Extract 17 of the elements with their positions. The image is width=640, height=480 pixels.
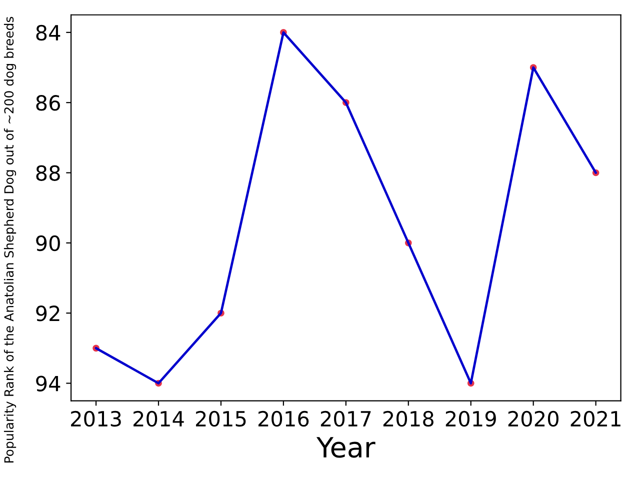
x-tick-label: 2021 bbox=[570, 410, 620, 427]
y-axis-title: Popularity Rank of the Anatolian Shepherd Dog out of ~200 dog breeds bbox=[4, 16, 16, 463]
y-tick-label: 88 bbox=[36, 165, 60, 181]
y-tick-label: 86 bbox=[36, 95, 60, 111]
x-tick-label: 2017 bbox=[320, 410, 371, 427]
x-tick-label: 2015 bbox=[196, 410, 246, 427]
y-tick-label: 90 bbox=[36, 235, 60, 252]
x-tick-label: 2018 bbox=[383, 410, 434, 427]
x-tick-label: 2014 bbox=[134, 410, 184, 427]
x-tick-label: 2019 bbox=[446, 410, 496, 427]
y-tick-label: 92 bbox=[36, 306, 60, 322]
x-axis-title: Year bbox=[316, 437, 376, 458]
x-tick-label: 2013 bbox=[71, 410, 121, 427]
y-tick-label: 84 bbox=[36, 24, 60, 41]
x-tick-label: 2016 bbox=[258, 410, 309, 427]
x-tick-label: 2020 bbox=[508, 410, 558, 427]
y-tick-label: 94 bbox=[36, 376, 60, 392]
